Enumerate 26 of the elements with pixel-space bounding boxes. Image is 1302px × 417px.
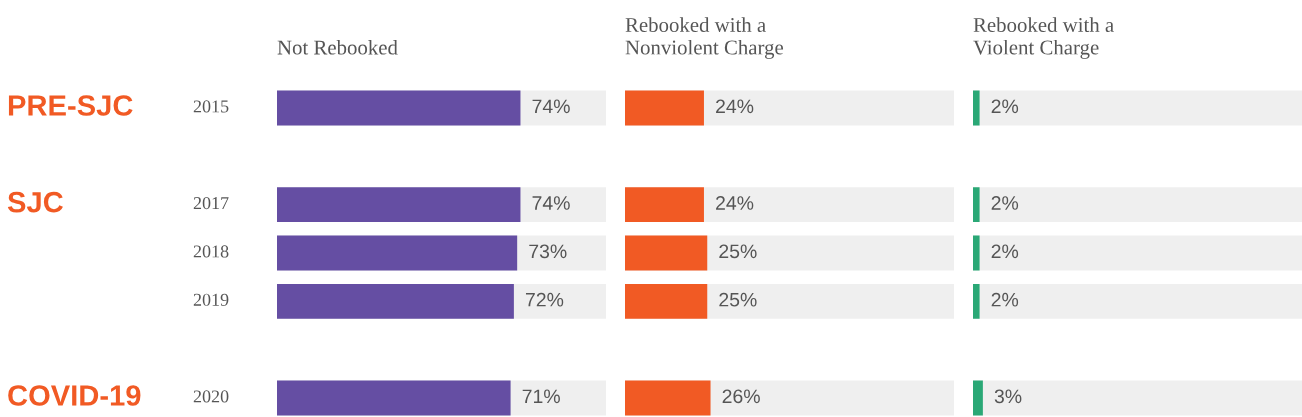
data-label: 2% xyxy=(991,196,1019,210)
text: SJC xyxy=(7,191,63,213)
category-label: 2019 xyxy=(193,293,229,306)
text: COVID-19 xyxy=(8,385,141,406)
data-label: 71% xyxy=(522,389,560,404)
data-label: 2% xyxy=(991,99,1019,114)
chart-title: Rebooked with a Violent Charge xyxy=(973,17,1114,59)
data-label: 2% xyxy=(991,244,1019,259)
data-label: 72% xyxy=(525,292,564,307)
data-label: 73% xyxy=(529,244,567,259)
category-label: 2020 xyxy=(193,390,229,403)
category-label: 2018 xyxy=(193,245,229,258)
category-label: 2017 xyxy=(193,197,229,210)
chart-title: Rebooked with a Nonviolent Charge xyxy=(625,17,784,59)
chart-title: Not Rebooked xyxy=(277,39,398,55)
data-label: 3% xyxy=(994,389,1022,404)
data-label: 2% xyxy=(991,292,1019,307)
data-label: 74% xyxy=(532,196,570,210)
category-label: 2015 xyxy=(193,100,229,113)
data-label: 74% xyxy=(532,99,570,114)
data-label: 24% xyxy=(716,196,754,210)
data-label: 25% xyxy=(719,244,757,259)
data-label: 24% xyxy=(716,99,754,114)
data-label: 26% xyxy=(722,389,760,404)
text: PRE-SJC xyxy=(8,95,133,116)
data-label: 25% xyxy=(719,292,757,307)
